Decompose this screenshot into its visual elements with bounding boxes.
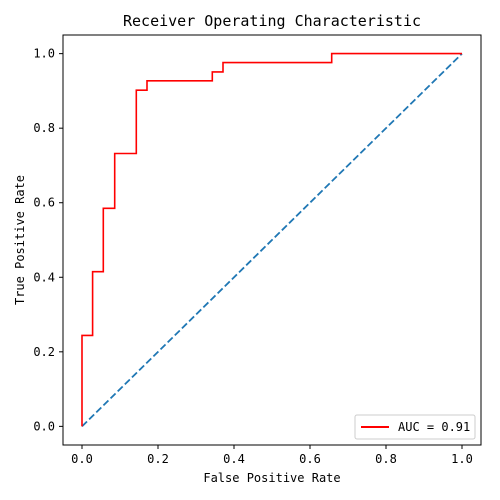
plot-area (81, 52, 463, 428)
x-tick-label: 0.2 (147, 452, 169, 466)
y-tick-label: 0.8 (33, 121, 55, 135)
chart-title: Receiver Operating Characteristic (123, 12, 421, 30)
x-tick-label: 0.8 (375, 452, 397, 466)
y-tick-label: 0.2 (33, 345, 55, 359)
x-axis-label: False Positive Rate (203, 471, 340, 485)
x-tick-label: 0.4 (223, 452, 245, 466)
chance-line (81, 52, 463, 428)
x-axis: 0.0 0.2 0.4 0.6 0.8 1.0 (71, 445, 473, 466)
y-tick-label: 0.0 (33, 419, 55, 433)
y-tick-label: 0.6 (33, 196, 55, 210)
legend: AUC = 0.91 (354, 414, 476, 440)
y-axis-label: True Positive Rate (13, 175, 27, 305)
y-tick-label: 1.0 (33, 47, 55, 61)
y-axis: 0.0 0.2 0.4 0.6 0.8 1.0 (33, 47, 63, 433)
x-tick-label: 0.6 (299, 452, 321, 466)
plot-frame (62, 34, 482, 446)
y-tick-label: 0.4 (33, 270, 55, 284)
roc-curve (81, 52, 462, 427)
legend-label: AUC = 0.91 (398, 420, 470, 434)
x-tick-label: 0.0 (71, 452, 93, 466)
x-tick-label: 1.0 (451, 452, 473, 466)
legend-box (354, 414, 476, 440)
